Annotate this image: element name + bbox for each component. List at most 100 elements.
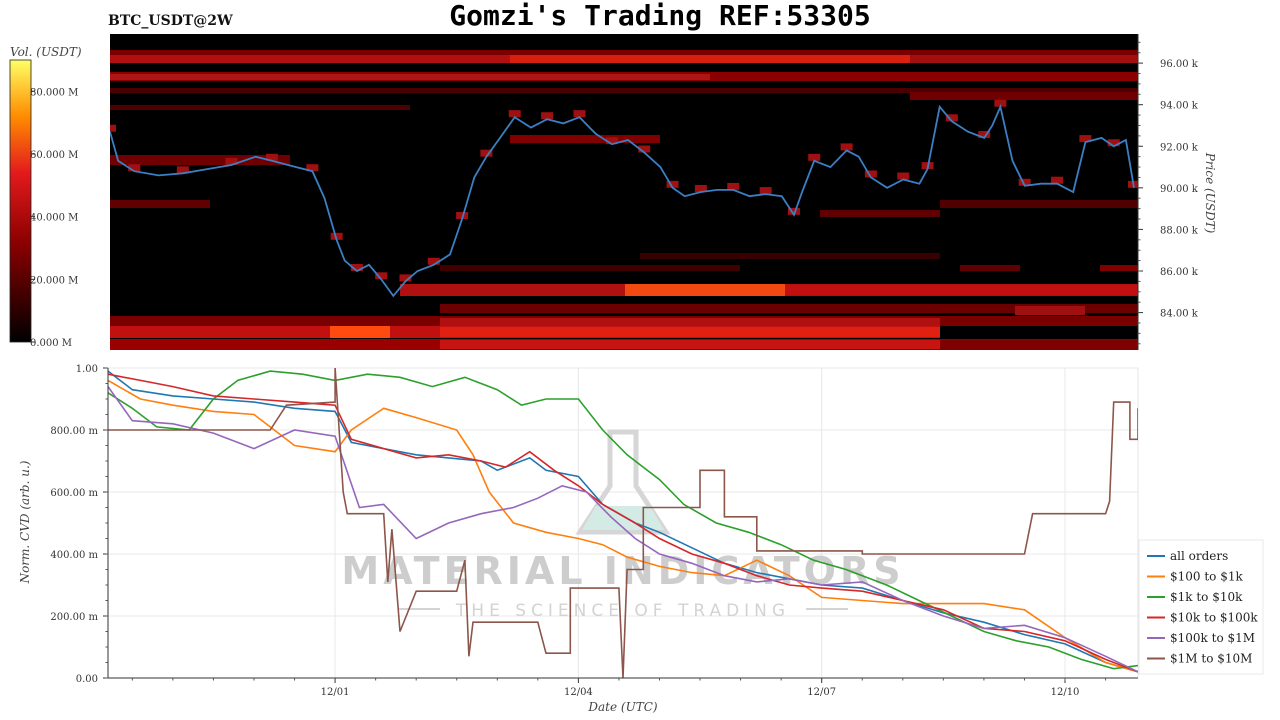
liquidity-cell	[1079, 135, 1092, 143]
liquidity-band	[640, 253, 940, 259]
colorbar-tick-label: 0.000 M	[30, 338, 72, 349]
price-tick-label: 84.00 k	[1160, 309, 1199, 320]
price-axis-label: Price (USDT)	[1203, 152, 1217, 234]
colorbar-tick-label: 20.000 M	[30, 275, 78, 286]
liquidity-cell	[128, 164, 141, 172]
liquidity-cell	[265, 153, 278, 161]
colorbar	[9, 59, 32, 343]
liquidity-cell	[508, 110, 521, 118]
liquidity-cell	[638, 145, 651, 153]
cvd-lines	[108, 368, 1138, 678]
cvd-series-line	[108, 368, 1138, 678]
cvd-tick-label: 1.00	[76, 364, 98, 375]
price-tick-label: 94.00 k	[1160, 101, 1199, 112]
liquidity-cell	[808, 153, 821, 161]
colorbar-tick-label: 80.000 M	[30, 87, 78, 98]
liquidity-band	[940, 340, 1138, 350]
liquidity-band	[110, 200, 210, 208]
watermark-name: MATERIAL INDICATORS	[341, 549, 904, 593]
liquidity-cell	[1107, 139, 1120, 147]
liquidity-band	[940, 200, 1138, 208]
liquidity-cell	[727, 182, 740, 190]
liquidity-cell	[427, 257, 440, 265]
liquidity-cell	[694, 185, 707, 192]
heatmap-bands	[110, 50, 1138, 350]
watermark: MATERIAL INDICATORS THE SCIENCE OF TRADI…	[341, 429, 904, 621]
liquidity-cell	[375, 272, 388, 280]
cvd-tick-label: 600.00 m	[50, 488, 98, 499]
colorbar-tick-label: 40.000 M	[30, 213, 78, 224]
price-tick-label: 92.00 k	[1160, 142, 1199, 153]
colorbar-label: Vol. (USDT)	[10, 45, 82, 59]
liquidity-band	[510, 55, 910, 63]
liquidity-cell	[897, 172, 910, 180]
liquidity-band	[1015, 306, 1085, 315]
liquidity-cell	[787, 207, 800, 215]
liquidity-cell	[666, 180, 679, 188]
price-axis-ticks: 84.00 k 86.00 k 88.00 k 90.00 k 92.00 k 94.00…	[1137, 34, 1199, 350]
heatmap-background	[110, 34, 1138, 350]
liquidity-band	[440, 318, 940, 326]
liquidity-cell	[573, 110, 586, 118]
date-tick-label: 12/01	[321, 687, 350, 698]
watermark-tagline: THE SCIENCE OF TRADING	[455, 601, 790, 621]
colorbar-ticks: 0.000 M 20.000 M 40.000 M 60.000 M 80.000 M	[30, 87, 78, 349]
liquidity-cell	[1051, 176, 1064, 184]
price-tick-label: 96.00 k	[1160, 59, 1199, 70]
date-tick-label: 12/04	[564, 687, 593, 698]
liquidity-cell	[456, 212, 469, 220]
liquidity-cell	[350, 264, 363, 271]
cvd-series-line	[108, 379, 1138, 673]
legend-entry: $100 to $1k	[1170, 570, 1243, 584]
liquidity-band	[910, 92, 1138, 100]
cvd-axis-label: Norm. CVD (arb. u.)	[18, 460, 32, 584]
liquidity-cell	[330, 232, 343, 240]
liquidity-band	[960, 265, 1020, 271]
liquidity-cell	[994, 99, 1007, 107]
date-ticks: 12/01 12/04 12/07 12/10	[108, 677, 1138, 698]
liquidity-band	[110, 74, 710, 80]
liquidity-band	[910, 55, 1138, 63]
liquidity-cell	[605, 137, 618, 145]
symbol-label: BTC_USDT@2W	[108, 13, 233, 29]
liquidity-cell	[225, 157, 238, 165]
legend-entry: $100k to $1M	[1170, 631, 1255, 645]
liquidity-cell	[1018, 178, 1031, 186]
legend-entry: $1k to $10k	[1170, 590, 1243, 604]
liquidity-band	[625, 284, 785, 296]
date-tick-label: 12/10	[1051, 687, 1080, 698]
liquidity-band	[1100, 265, 1138, 271]
cvd-tick-label: 800.00 m	[50, 426, 98, 437]
legend-entry: all orders	[1170, 549, 1228, 563]
legend: all orders $100 to $1k $1k to $10k $10k to …	[1147, 549, 1258, 666]
cvd-tick-label: 200.00 m	[50, 612, 98, 623]
liquidity-band	[110, 50, 1138, 57]
liquidity-cell	[945, 114, 958, 122]
legend-box	[1138, 539, 1264, 675]
date-axis-label: Date (UTC)	[587, 700, 657, 714]
liquidity-cell	[110, 124, 116, 132]
btc-price-line	[110, 103, 1135, 298]
liquidity-cell	[840, 143, 853, 151]
liquidity-cell	[399, 274, 412, 282]
liquidity-band	[820, 210, 940, 217]
price-tick-label: 86.00 k	[1160, 267, 1199, 278]
liquidity-cell	[978, 130, 991, 138]
liquidity-cell	[864, 170, 877, 178]
cvd-tick-label: 0.00	[76, 674, 98, 685]
liquidity-cell	[306, 164, 319, 172]
date-tick-label: 12/07	[807, 687, 836, 698]
liquidity-band	[510, 135, 660, 143]
liquidity-band	[110, 155, 290, 165]
legend-entry: $10k to $100k	[1170, 611, 1258, 625]
liquidity-band	[110, 88, 1138, 93]
chart-title: Gomzi's Trading REF:53305	[449, 0, 870, 32]
liquidity-band	[785, 285, 1138, 295]
cvd-y-ticks: 0.00 200.00 m 400.00 m 600.00 m 800.00 m 1.00	[50, 364, 109, 685]
legend-entry: $1M to $10M	[1170, 652, 1252, 666]
liquidity-band	[440, 340, 940, 349]
price-line	[110, 103, 1135, 298]
liquidity-cell	[759, 187, 772, 195]
liquidity-band	[330, 326, 390, 338]
